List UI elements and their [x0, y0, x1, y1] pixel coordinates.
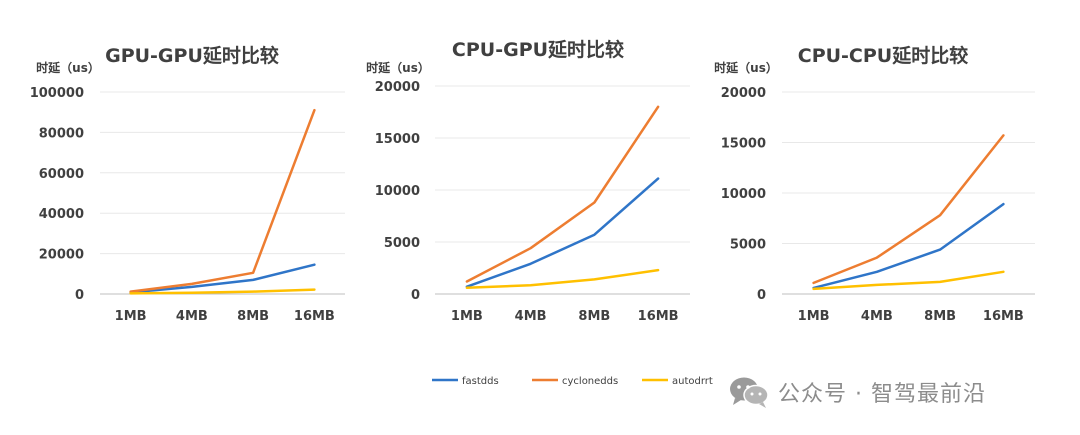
y-tick-label: 0: [757, 288, 766, 303]
y-tick-label: 80000: [39, 126, 84, 141]
watermark: 公众号 · 智驾最前沿: [728, 372, 986, 412]
y-tick-label: 20000: [375, 80, 420, 95]
x-tick-label: 16MB: [983, 309, 1024, 324]
x-tick-label: 4MB: [861, 309, 893, 324]
x-tick-label: 8MB: [237, 309, 269, 324]
x-tick-label: 16MB: [294, 309, 335, 324]
x-tick-label: 4MB: [176, 309, 208, 324]
y-tick-label: 100000: [30, 86, 84, 101]
y-tick-label: 5000: [730, 238, 766, 253]
y-tick-label: 0: [75, 288, 84, 303]
series-line-fastdds: [812, 202, 1005, 290]
legend-label-cyclonedds: cyclonedds: [562, 376, 618, 387]
series-line-autodrrt: [812, 270, 1005, 291]
legend-label-autodrrt: autodrrt: [672, 376, 713, 387]
y-tick-label: 10000: [375, 184, 420, 199]
series-line-autodrrt: [465, 268, 660, 290]
y-tick-label: 5000: [384, 236, 420, 251]
wechat-icon: [730, 377, 769, 408]
y-tick-label: 20000: [39, 248, 84, 263]
x-tick-label: 8MB: [924, 309, 956, 324]
x-tick-label: 8MB: [578, 309, 610, 324]
chart-title: GPU-GPU延时比较: [105, 44, 279, 67]
series-line-fastdds: [129, 263, 316, 294]
watermark-text: 公众号 · 智驾最前沿: [778, 382, 986, 407]
y-tick-label: 15000: [375, 132, 420, 147]
series-line-cyclonedds: [812, 134, 1005, 285]
y-tick-label: 15000: [721, 137, 766, 152]
x-tick-label: 4MB: [515, 309, 547, 324]
y-tick-label: 10000: [721, 187, 766, 202]
x-tick-label: 1MB: [115, 309, 147, 324]
series-line-cyclonedds: [129, 108, 316, 293]
y-axis-label: 时延（us）: [366, 60, 430, 75]
x-tick-label: 16MB: [638, 309, 679, 324]
y-axis-label: 时延（us）: [36, 60, 100, 75]
series-line-cyclonedds: [465, 105, 660, 283]
chart-title: CPU-GPU延时比较: [452, 38, 624, 61]
series-line-fastdds: [465, 177, 660, 288]
y-tick-label: 20000: [721, 86, 766, 101]
series-line-autodrrt: [129, 288, 316, 295]
x-tick-label: 1MB: [798, 309, 830, 324]
y-tick-label: 60000: [39, 167, 84, 182]
chart-title: CPU-CPU延时比较: [798, 44, 968, 67]
y-tick-label: 40000: [39, 207, 84, 222]
y-tick-label: 0: [411, 288, 420, 303]
x-tick-label: 1MB: [451, 309, 483, 324]
y-axis-label: 时延（us）: [714, 60, 778, 75]
legend-label-fastdds: fastdds: [462, 376, 499, 387]
